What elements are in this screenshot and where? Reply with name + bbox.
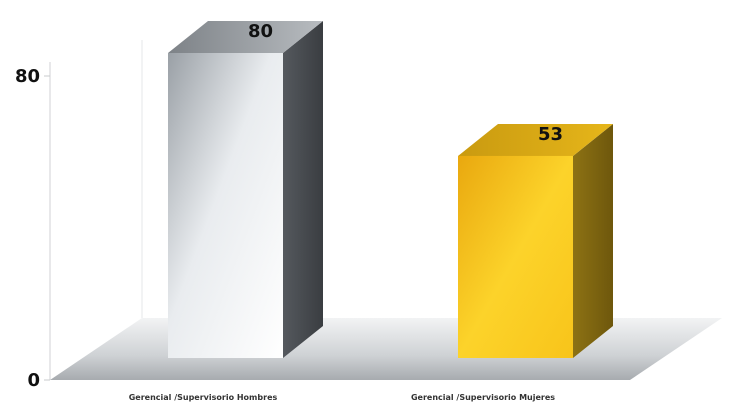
y-tick-label: 80 bbox=[15, 66, 40, 87]
chart-floor bbox=[50, 318, 722, 380]
bar-side-face bbox=[283, 21, 323, 358]
y-axis-ticks: 0 80 bbox=[15, 66, 50, 391]
bar-front-face bbox=[458, 155, 573, 358]
x-axis-labels: Gerencial /Supervisorio Hombres Gerencial… bbox=[129, 393, 556, 402]
data-label: 80 bbox=[248, 21, 273, 42]
bars: 80 53 bbox=[168, 21, 613, 358]
bar-top-face bbox=[458, 123, 613, 156]
bar: 53 bbox=[458, 123, 613, 358]
x-tick-label: Gerencial /Supervisorio Hombres bbox=[129, 393, 278, 402]
bar-top-face bbox=[168, 21, 323, 53]
y-tick-label: 0 bbox=[27, 370, 40, 391]
bar-front-face bbox=[168, 53, 283, 358]
x-tick-label: Gerencial /Supervisorio Mujeres bbox=[411, 393, 555, 402]
data-label: 53 bbox=[538, 124, 563, 145]
bar-side-face bbox=[573, 123, 613, 358]
bar: 80 bbox=[168, 21, 323, 358]
